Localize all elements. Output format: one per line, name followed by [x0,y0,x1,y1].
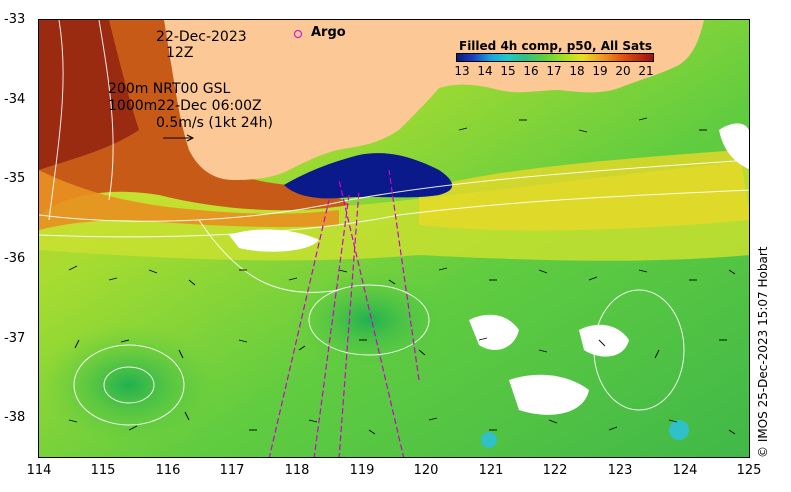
cloud-1 [469,314,519,350]
y-tick: -34 [4,92,26,107]
y-tick: -36 [4,251,26,266]
vector-scale-label: 0.5m/s (1kt 24h) [156,115,273,131]
argo-tracks [268,169,420,457]
x-tick: 115 [90,463,116,478]
x-tick: 125 [736,463,762,478]
x-tick: 121 [478,463,504,478]
current-vectors [68,117,736,435]
contour-legend-2: 1000m22-Dec 06:00Z [108,98,262,114]
cloud-2 [509,374,589,415]
y-tick: -33 [4,12,26,27]
sst-map-image [39,20,749,457]
y-tick: -35 [4,171,26,186]
argo-marker-icon [294,30,302,38]
colorbar-tick: 20 [615,64,631,78]
imos-credit: © IMOS 25-Dec-2023 15:07 Hobart [756,246,770,458]
colorbar-tick: 13 [454,64,470,78]
colorbar-title: Filled 4h comp, p50, All Sats [459,39,653,53]
colorbar-tick: 21 [638,64,654,78]
cloud-3 [579,324,629,357]
eddy-west [39,325,219,445]
colorbar-tick: 18 [569,64,585,78]
cloud-4 [229,229,319,252]
cyan-spot [669,420,689,440]
x-tick: 123 [607,463,633,478]
time-label: 12Z [166,45,194,61]
cloud-5 [719,123,749,170]
contour-legend-1: 200m NRT00 GSL [108,81,231,97]
x-tick: 116 [155,463,181,478]
colorbar-tick: 15 [500,64,516,78]
sst-map [38,19,750,458]
x-tick: 122 [542,463,568,478]
colorbar-tick: 17 [546,64,562,78]
x-tick: 114 [26,463,52,478]
colorbar-tick: 16 [523,64,539,78]
x-tick: 124 [672,463,698,478]
x-tick: 117 [219,463,245,478]
yellow-patch [419,150,749,231]
x-tick: 120 [413,463,439,478]
x-tick: 118 [284,463,310,478]
scale-arrow-icon [163,134,195,142]
argo-label: Argo [311,25,346,40]
depth-contours [39,20,749,426]
cold-upwelling [284,153,453,199]
y-tick: -38 [4,410,26,425]
colorbar [456,53,654,62]
date-label: 22-Dec-2023 [156,29,247,45]
colorbar-tick: 14 [477,64,493,78]
x-tick: 119 [349,463,375,478]
eddy-center [289,270,449,370]
colorbar-tick: 19 [592,64,608,78]
cyan-spot [481,432,497,448]
y-tick: -37 [4,331,26,346]
leeuwin-core [39,20,139,170]
